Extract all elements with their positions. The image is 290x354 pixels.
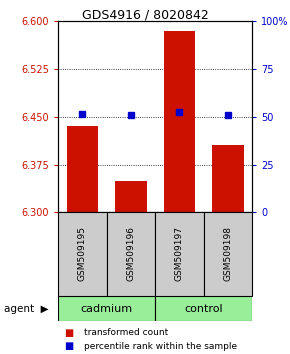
Bar bbox=[204, 212, 252, 296]
Bar bbox=[212, 145, 244, 212]
Bar bbox=[164, 31, 195, 212]
Bar bbox=[106, 212, 155, 296]
Text: control: control bbox=[184, 303, 223, 314]
Text: agent  ▶: agent ▶ bbox=[4, 303, 49, 314]
Text: percentile rank within the sample: percentile rank within the sample bbox=[84, 342, 237, 351]
Text: GSM509197: GSM509197 bbox=[175, 227, 184, 281]
Text: cadmium: cadmium bbox=[81, 303, 133, 314]
Bar bbox=[155, 212, 204, 296]
Bar bbox=[58, 296, 155, 321]
Bar bbox=[155, 296, 252, 321]
Bar bbox=[66, 126, 98, 212]
Bar bbox=[115, 181, 147, 212]
Text: GSM509196: GSM509196 bbox=[126, 227, 135, 281]
Text: GSM509198: GSM509198 bbox=[224, 227, 233, 281]
Text: ■: ■ bbox=[64, 341, 73, 351]
Text: GDS4916 / 8020842: GDS4916 / 8020842 bbox=[81, 9, 209, 22]
Text: transformed count: transformed count bbox=[84, 328, 168, 337]
Bar bbox=[58, 212, 106, 296]
Text: GSM509195: GSM509195 bbox=[78, 227, 87, 281]
Text: ■: ■ bbox=[64, 328, 73, 338]
